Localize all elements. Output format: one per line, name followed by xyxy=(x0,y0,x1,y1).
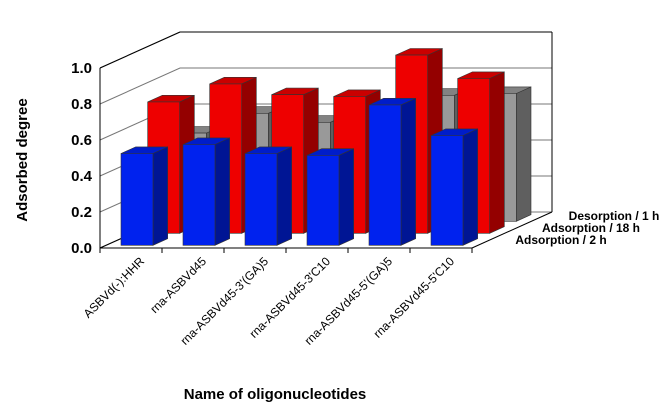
bar-adsorption-2-h-rna-asbvd45-5-c10 xyxy=(430,128,478,246)
y-tick-label: 0.6 xyxy=(71,132,92,149)
x-category-label: rna-ASBVd45 xyxy=(147,254,209,316)
y-tick-labels: 0.0 0.2 0.4 0.6 0.8 1.0 xyxy=(71,60,93,257)
series-label: Adsorption / 18 h xyxy=(542,221,640,235)
series-label: Adsorption / 2 h xyxy=(515,233,606,247)
bar-adsorption-2-h-rna-asbvd45-3-c10 xyxy=(306,148,354,246)
y-tick-label: 1.0 xyxy=(71,60,92,77)
y-tick-label: 0.4 xyxy=(71,168,93,185)
y-tick-label: 0.2 xyxy=(71,204,92,221)
bar-adsorption-2-h-rna-asbvd45-5-ga-5 xyxy=(368,97,416,246)
bar-adsorption-2-h-rna-asbvd45 xyxy=(182,137,230,246)
x-axis-title: Name of oligonucleotides xyxy=(184,386,367,403)
x-category-label: ASBVd(-):HHR xyxy=(81,254,148,321)
series-label: Desorption / 1 h xyxy=(569,209,659,223)
y-axis-title: Adsorbed degree xyxy=(14,98,31,221)
bars-layer xyxy=(120,48,532,246)
y-tick-label: 0.8 xyxy=(71,96,92,113)
bar-adsorption-2-h-rna-asbvd45-3-ga-5 xyxy=(244,146,292,246)
plot-frame-edge xyxy=(99,31,181,69)
y-tick-label: 0.0 xyxy=(71,240,92,257)
x-category-labels: ASBVd(-):HHR rna-ASBVd45rna-ASBVd45-3'(GA… xyxy=(81,254,458,348)
bar-adsorption-2-h-asbvd-hhr xyxy=(120,146,168,246)
plot-frame-edge xyxy=(471,211,553,249)
